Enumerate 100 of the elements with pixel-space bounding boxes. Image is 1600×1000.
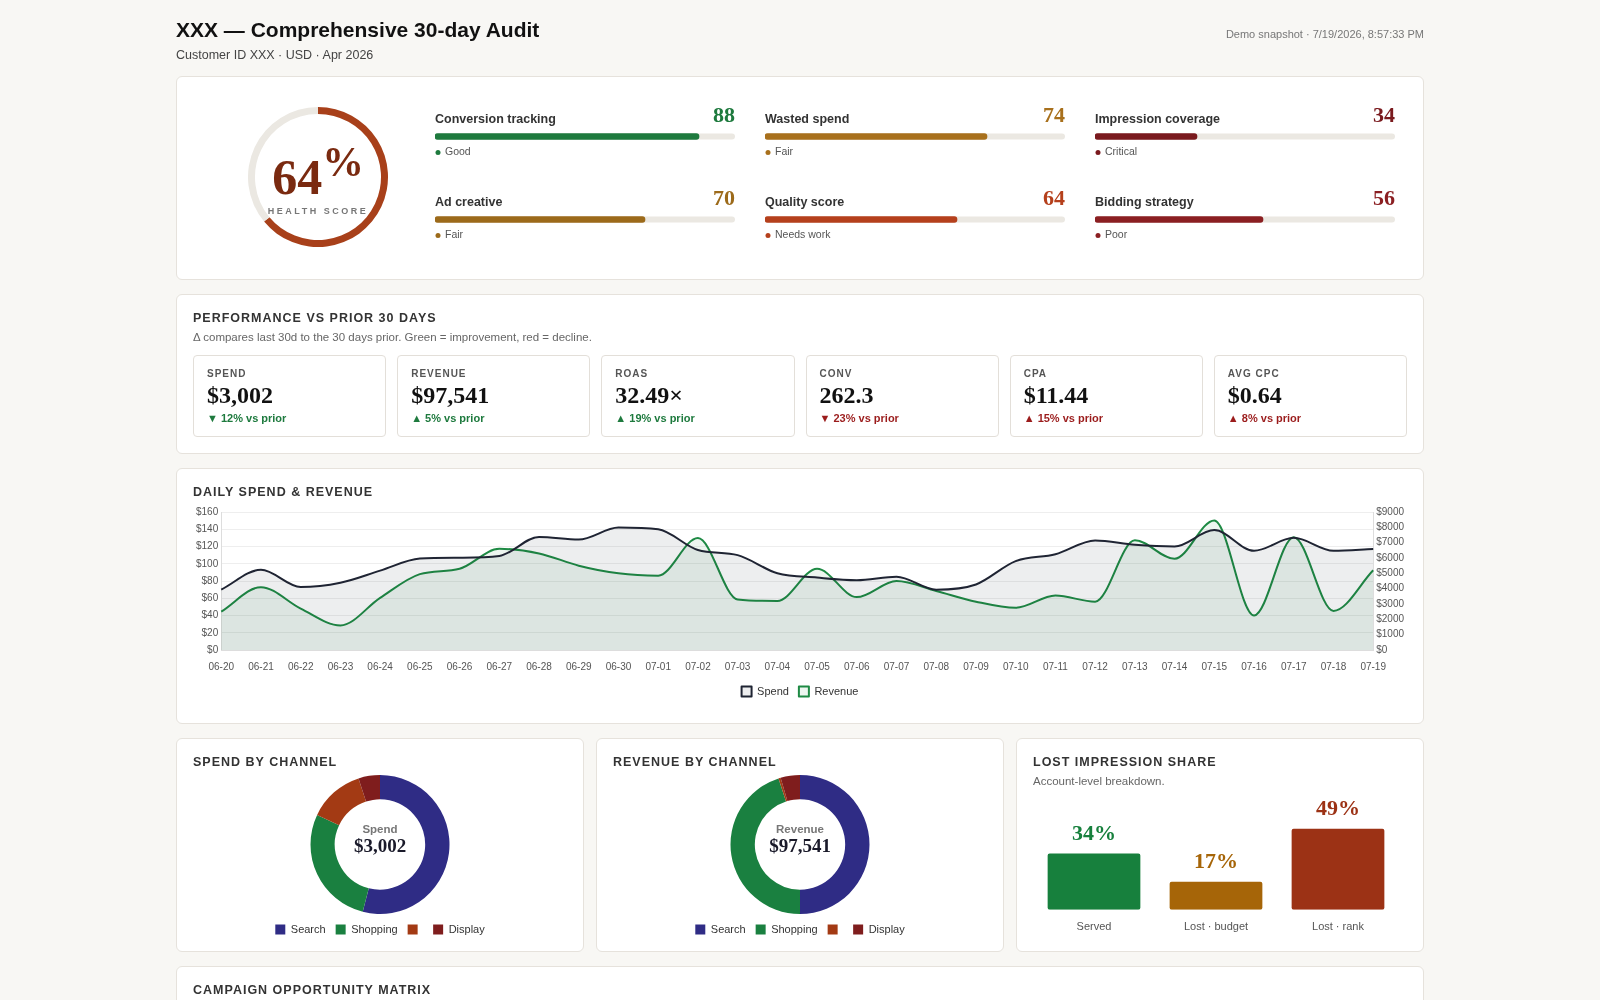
data-label: 34 xyxy=(1373,102,1395,128)
text: ▲ 8% vs prior xyxy=(1227,412,1303,424)
x-tick-label: 07-03 xyxy=(724,660,751,672)
data-label: 74 xyxy=(1043,102,1065,128)
text: $97,541 xyxy=(768,834,832,857)
data-label: 49% xyxy=(1316,795,1360,821)
x-tick-label: 06-23 xyxy=(327,660,354,672)
y-tick-label: Bidding strategy xyxy=(1095,194,1194,209)
text: $3,002 xyxy=(207,382,274,409)
text: CONV xyxy=(819,368,854,379)
legend-label: Shopping xyxy=(771,922,818,935)
data-label: 64 xyxy=(1043,185,1065,211)
data-label: 17% xyxy=(1194,848,1238,874)
text: Revenue xyxy=(775,822,825,835)
y2-tick-label: $0 xyxy=(1376,643,1388,655)
legend-label: Display xyxy=(868,922,906,935)
y-tick-label: $160 xyxy=(196,505,219,517)
x-tick-label: 07-07 xyxy=(883,660,910,672)
text: ▼ 23% vs prior xyxy=(819,412,900,424)
text: Customer ID XXX · USD · Apr 2026 xyxy=(176,48,375,62)
chart-title: SPEND BY CHANNEL xyxy=(193,755,339,769)
x-tick-label: 07-17 xyxy=(1280,660,1307,672)
text: PERFORMANCE VS PRIOR 30 DAYS xyxy=(193,311,438,325)
y2-tick-label: $5000 xyxy=(1376,567,1405,579)
x-tick-label: 06-22 xyxy=(287,660,314,672)
x-tick-label: 07-01 xyxy=(645,660,672,672)
x-tick-label: 07-16 xyxy=(1241,660,1268,672)
annotation: Poor xyxy=(1105,227,1128,240)
legend-label: Spend xyxy=(757,684,789,697)
data-label: 88 xyxy=(713,102,735,128)
y-tick-label: Ad creative xyxy=(435,194,503,209)
y-tick-label: $120 xyxy=(196,540,219,552)
x-tick-label: Served xyxy=(1076,920,1112,933)
y-tick-label: $60 xyxy=(201,592,219,603)
y2-tick-label: $6000 xyxy=(1376,551,1405,563)
x-tick-label: 07-04 xyxy=(764,660,791,672)
legend-label: Search xyxy=(710,922,746,935)
x-tick-label: 07-12 xyxy=(1082,660,1109,672)
x-tick-label: Lost · rank xyxy=(1312,920,1365,933)
text: ▲ 5% vs prior xyxy=(411,412,486,424)
y-tick-label: Wasted spend xyxy=(765,111,850,126)
y-tick-label: Impression coverage xyxy=(1095,111,1221,126)
y-tick-label: $140 xyxy=(196,523,219,534)
x-tick-label: 06-28 xyxy=(526,660,553,672)
text: CPA xyxy=(1023,368,1049,379)
data-label: 34% xyxy=(1072,820,1116,846)
data-label: 70 xyxy=(713,185,735,211)
chart-title: DAILY SPEND & REVENUE xyxy=(193,485,375,499)
text: Demo snapshot · 7/19/2026, 8:57:33 PM xyxy=(1225,28,1424,40)
y-tick-label: Quality score xyxy=(765,194,845,209)
annotation: Critical xyxy=(1105,144,1138,157)
y-tick-label: $0 xyxy=(207,643,219,655)
x-tick-label: 06-21 xyxy=(248,660,275,672)
y2-tick-label: $2000 xyxy=(1376,613,1405,625)
x-tick-label: 07-11 xyxy=(1042,660,1069,672)
y2-tick-label: $3000 xyxy=(1376,597,1405,609)
text: XXX — Comprehensive 30-day Audit xyxy=(176,18,540,42)
x-tick-label: Lost · budget xyxy=(1183,920,1249,933)
x-tick-label: 07-09 xyxy=(963,660,990,672)
legend-label: Display xyxy=(448,922,486,935)
y2-tick-label: $7000 xyxy=(1376,536,1405,548)
x-tick-label: 07-08 xyxy=(923,660,950,672)
x-tick-label: 06-27 xyxy=(486,660,513,672)
y-tick-label: $20 xyxy=(201,626,219,638)
text: CAMPAIGN OPPORTUNITY MATRIX xyxy=(193,983,433,997)
y2-tick-label: $9000 xyxy=(1376,505,1405,517)
x-tick-label: 06-20 xyxy=(208,660,235,672)
text: REVENUE xyxy=(411,368,468,379)
text: ▼ 12% vs prior xyxy=(207,412,288,424)
chart-title: LOST IMPRESSION SHARE xyxy=(1033,755,1218,769)
y-tick-label: Conversion tracking xyxy=(435,111,556,126)
x-tick-label: 07-06 xyxy=(844,660,871,672)
text: 64$^{%}$ xyxy=(271,138,365,205)
x-tick-label: 06-25 xyxy=(407,660,434,672)
text: 32.49× xyxy=(615,382,685,409)
y-tick-label: $100 xyxy=(196,557,219,569)
text: $3,002 xyxy=(352,834,408,857)
x-tick-label: 07-15 xyxy=(1201,660,1228,672)
text: $11.44 xyxy=(1023,382,1090,409)
annotation: Needs work xyxy=(775,227,832,240)
x-tick-label: 07-10 xyxy=(1002,660,1029,672)
x-tick-label: 07-13 xyxy=(1122,660,1149,672)
text: 262.3 xyxy=(819,382,875,409)
chart-subtitle: Account-level breakdown. xyxy=(1033,775,1166,787)
text: HEALTH SCORE xyxy=(266,205,370,216)
legend-label: Search xyxy=(290,922,326,935)
x-tick-label: 06-24 xyxy=(367,660,394,672)
text: ▲ 15% vs prior xyxy=(1023,412,1105,424)
x-tick-label: 07-14 xyxy=(1161,660,1188,672)
chart-title: REVENUE BY CHANNEL xyxy=(613,755,778,769)
x-tick-label: 06-29 xyxy=(565,660,592,672)
data-label: 56 xyxy=(1373,185,1395,211)
x-tick-label: 07-18 xyxy=(1320,660,1347,672)
legend-label: Shopping xyxy=(351,922,398,935)
annotation: Good xyxy=(445,144,471,157)
text: SPEND xyxy=(207,368,248,379)
y-tick-label: $80 xyxy=(201,574,219,586)
y2-tick-label: $8000 xyxy=(1376,521,1405,533)
x-tick-label: 07-19 xyxy=(1360,660,1387,672)
text: $0.64 xyxy=(1227,382,1283,409)
